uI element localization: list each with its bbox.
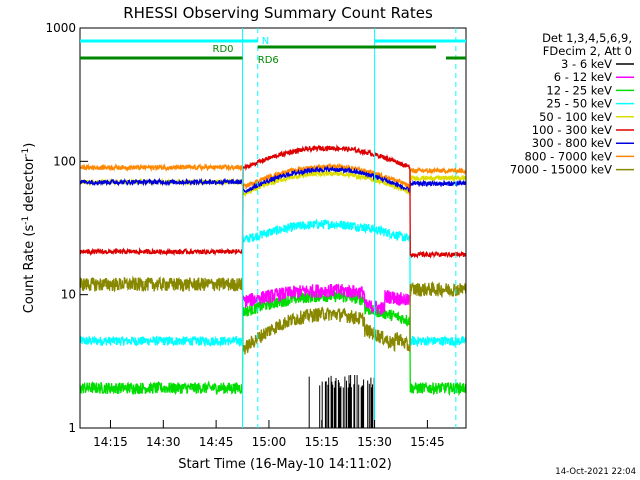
series-line-6 bbox=[79, 165, 467, 194]
x-tick-label-0: 14:15 bbox=[93, 435, 128, 449]
legend-label-6: 300 - 800 keV bbox=[532, 136, 612, 150]
x-tick-label-4: 15:15 bbox=[304, 435, 339, 449]
legend-label-8: 7000 - 15000 keV bbox=[510, 163, 612, 177]
x-tick-label-3: 15:00 bbox=[252, 435, 287, 449]
legend-header-line-1: Det 1,3,4,5,6,9, bbox=[542, 31, 632, 45]
x-tick-label-5: 15:30 bbox=[357, 435, 392, 449]
series-line-0 bbox=[308, 375, 375, 429]
state-bar-label-rd0: RD0 bbox=[213, 44, 234, 55]
series-line-1 bbox=[242, 283, 411, 315]
y-tick-label-0: 1 bbox=[68, 421, 76, 435]
legend-label-1: 6 - 12 keV bbox=[554, 70, 612, 84]
series-line-5 bbox=[79, 144, 467, 259]
x-axis-label: Start Time (16-May-10 14:11:02) bbox=[178, 457, 392, 472]
series-line-8 bbox=[79, 275, 467, 355]
legend-header-line-2: FDecim 2, Att 0 bbox=[543, 44, 632, 58]
legend-label-7: 800 - 7000 keV bbox=[524, 149, 612, 163]
x-tick-label-2: 14:45 bbox=[199, 435, 234, 449]
legend-label-4: 50 - 100 keV bbox=[539, 110, 612, 124]
state-bar-label-rd6: RD6 bbox=[258, 55, 279, 66]
chart-title: RHESSI Observing Summary Count Rates bbox=[123, 4, 433, 22]
x-tick-label-6: 15:45 bbox=[410, 435, 445, 449]
series-line-2 bbox=[79, 289, 467, 397]
y-axis-label: Count Rate (s-1 detector-1) bbox=[21, 143, 37, 314]
legend-label-3: 25 - 50 keV bbox=[546, 97, 612, 111]
legend-label-0: 3 - 6 keV bbox=[561, 57, 612, 71]
legend-label-5: 100 - 300 keV bbox=[532, 123, 612, 137]
timestamp: 14-Oct-2021 22:04 bbox=[555, 467, 636, 477]
series-line-3 bbox=[79, 218, 467, 348]
legend-label-2: 12 - 25 keV bbox=[546, 83, 612, 97]
plot-frame bbox=[79, 27, 467, 429]
legend: Det 1,3,4,5,6,9, FDecim 2, Att 0 3 - 6 k… bbox=[510, 31, 634, 177]
x-tick-label-1: 14:30 bbox=[146, 435, 181, 449]
state-bar-label-n: N bbox=[262, 36, 269, 47]
y-tick-label-1: 10 bbox=[61, 288, 76, 302]
y-tick-label-3: 1000 bbox=[45, 21, 76, 35]
y-tick-label-2: 100 bbox=[53, 154, 76, 168]
